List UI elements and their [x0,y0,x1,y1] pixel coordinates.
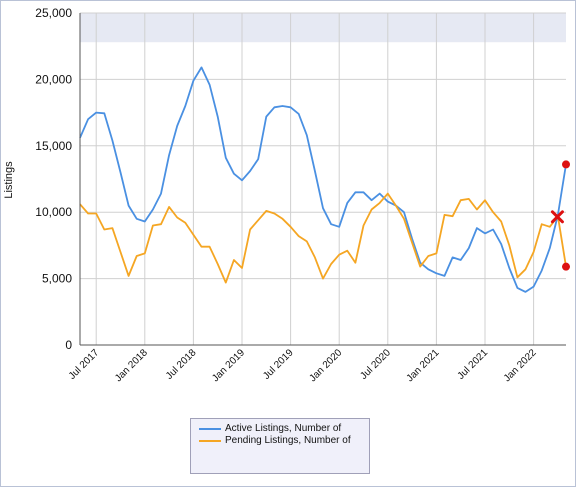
x-tick-label: Jan 2020 [307,347,344,384]
x-tick-label: Jul 2019 [261,347,296,382]
legend-swatch-pending [199,440,221,442]
x-tick-label: Jan 2018 [113,347,150,384]
x-axis-ticks: Jul 2017 Jan 2018 Jul 2018 Jan 2019 Jul 2019… [67,347,539,384]
legend-label-active: Active Listings, Number of [225,423,342,434]
plot-area [80,13,566,345]
y-axis-label: Listings [3,161,15,199]
series-line-pending [79,192,567,284]
y-tick-label: 0 [65,338,72,352]
x-tick-label: Jan 2022 [502,347,539,384]
end-point-marker-pending [562,262,570,271]
x-tick-label: Jul 2021 [456,347,491,382]
x-tick-label: Jul 2018 [164,347,199,382]
y-tick-label: 20,000 [35,72,72,86]
x-tick-label: Jul 2020 [358,347,393,382]
y-tick-label: 5,000 [42,272,72,286]
end-point-marker-active [562,160,570,169]
y-tick-label: 15,000 [35,139,72,153]
legend-item-pending: Pending Listings, Number of [199,436,363,446]
y-tick-label: 10,000 [35,205,72,219]
legend-item-active: Active Listings, Number of [199,424,363,434]
series-layer [79,66,567,293]
x-tick-label: Jan 2019 [210,347,247,384]
legend: Active Listings, Number of Pending Listi… [190,418,370,474]
marker-layer [550,160,570,271]
x-tick-label: Jan 2021 [405,347,442,384]
y-axis-ticks: 0 5,000 10,000 15,000 20,000 25,000 [35,6,72,352]
legend-label-pending: Pending Listings, Number of [225,435,351,446]
plot-top-band [80,13,566,43]
legend-swatch-active [199,428,221,430]
series-line-active [79,66,567,293]
y-tick-label: 25,000 [35,6,72,20]
axes [79,13,566,346]
x-tick-label: Jul 2017 [67,347,102,382]
crossover-marker [550,210,564,224]
